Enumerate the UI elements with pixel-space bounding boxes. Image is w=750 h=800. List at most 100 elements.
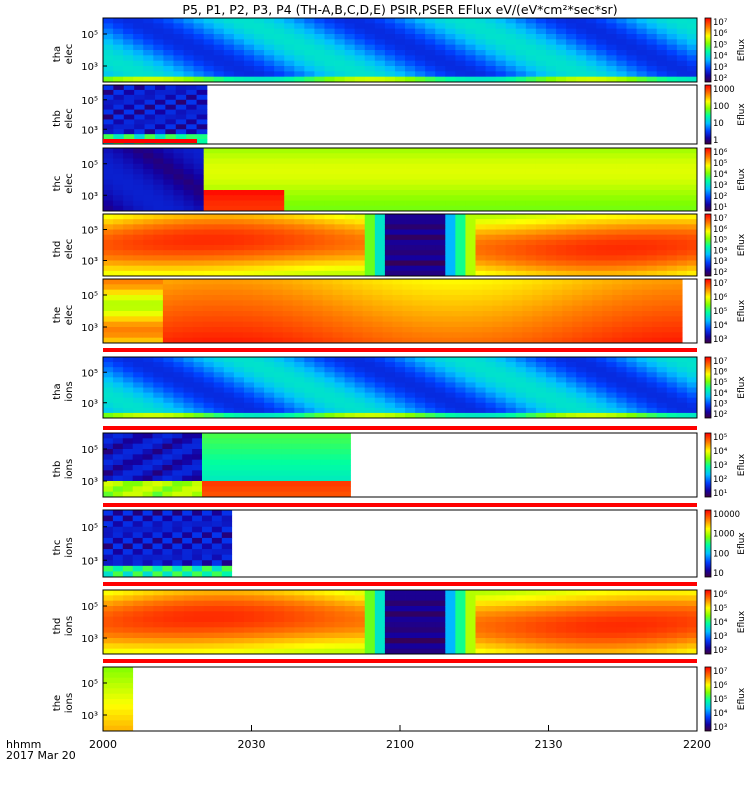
spectrogram-cell (586, 627, 597, 634)
spectrogram-cell (294, 214, 305, 220)
spectrogram-cell (666, 595, 678, 602)
spectrogram-cell (596, 362, 607, 368)
spectrogram-cell (392, 300, 403, 307)
spectrogram-cell (162, 526, 173, 533)
spectrogram-cell (374, 270, 386, 277)
spectrogram-cell (412, 295, 423, 301)
spectrogram-cell (193, 224, 205, 230)
spectrogram-cell (455, 23, 466, 30)
spectrogram-cell (442, 316, 453, 323)
spectrogram-cell (294, 643, 305, 650)
spectrogram-cell (103, 337, 114, 344)
spectrogram-cell (425, 76, 436, 83)
spectrogram-cell (264, 407, 275, 414)
spectrogram-cell (196, 129, 208, 135)
spectrogram-cell (384, 195, 396, 201)
spectrogram-cell (495, 169, 507, 175)
spectrogram-cell (123, 85, 135, 91)
y-tick-label: 10³ (81, 191, 98, 202)
spectrogram-cell (515, 412, 527, 419)
spectrogram-cell (676, 60, 688, 67)
spectrogram-cell (552, 300, 563, 307)
spectrogram-cell (354, 28, 366, 35)
spectrogram-cell (475, 357, 486, 363)
spectrogram-cell (103, 397, 114, 404)
spectrogram-cell (415, 148, 426, 154)
spectrogram-cell (405, 179, 416, 186)
spectrogram-cell (163, 600, 174, 607)
spectrogram-cell (445, 387, 456, 393)
spectrogram-cell (445, 55, 456, 62)
spectrogram-cell (213, 60, 225, 67)
spectrogram-cell (636, 60, 648, 67)
spectrogram-cell (113, 270, 124, 277)
spectrogram-cell (535, 239, 547, 246)
spectrogram-cell (676, 367, 688, 373)
spectrogram-cell (405, 372, 416, 378)
spectrogram-cell (193, 250, 205, 256)
spectrogram-cell (294, 190, 305, 196)
spectrogram-cell (662, 321, 673, 328)
spectrogram-cell (173, 195, 184, 201)
spectrogram-cell (465, 265, 476, 272)
spectrogram-cell (193, 397, 205, 404)
spectrogram-cell (117, 688, 126, 695)
spectrogram-cell (281, 481, 292, 487)
spectrogram-cell (183, 179, 195, 186)
spectrogram-cell (525, 239, 537, 246)
spectrogram-cell (402, 305, 413, 312)
spectrogram-cell (132, 300, 144, 307)
spectrogram-cell (163, 44, 174, 51)
spectrogram-cell (304, 224, 315, 230)
spectrogram-cell (233, 245, 245, 251)
spectrogram-cell (192, 305, 204, 312)
spectrogram-cell (291, 465, 302, 471)
spectrogram-cell (222, 327, 234, 333)
spectrogram-cell (646, 260, 658, 267)
spectrogram-cell (304, 270, 315, 277)
spectrogram-cell (636, 250, 648, 256)
spectrogram-cell (284, 245, 295, 251)
spectrogram-cell (203, 148, 215, 154)
spectrogram-cell (626, 260, 637, 267)
spectrogram-cell (475, 66, 486, 72)
spectrogram-cell (112, 526, 124, 533)
spectrogram-cell (143, 611, 154, 618)
spectrogram-cell (213, 367, 225, 373)
spectrogram-cell (676, 595, 688, 602)
spectrogram-cell (672, 289, 683, 296)
spectrogram-cell (364, 179, 376, 186)
spectrogram-cell (301, 449, 312, 455)
spectrogram-cell (312, 327, 324, 333)
spectrogram-cell (596, 34, 607, 40)
spectrogram-cell (304, 260, 315, 267)
spectrogram-cell (495, 28, 507, 35)
spectrogram-cell (676, 600, 688, 607)
spectrogram-cell (340, 486, 351, 493)
spectrogram-cell (304, 23, 315, 30)
spectrogram-cell (312, 295, 324, 301)
spectrogram-cell (445, 357, 456, 363)
spectrogram-cell (213, 219, 225, 225)
spectrogram-cell (183, 50, 195, 56)
spectrogram-cell (556, 245, 567, 251)
spectrogram-cell (445, 200, 456, 207)
spectrogram-cell (382, 316, 393, 323)
spectrogram-cell (425, 255, 436, 261)
spectrogram-cell (646, 195, 658, 201)
spectrogram-cell (525, 590, 537, 596)
spectrogram-cell (545, 245, 557, 251)
spectrogram-cell (475, 153, 486, 159)
spectrogram-cell (364, 23, 376, 30)
spectrogram-cell (586, 616, 597, 623)
spectrogram-cell (472, 316, 483, 323)
spectrogram-cell (586, 60, 597, 67)
spectrogram-cell (586, 219, 597, 225)
spectrogram-cell (304, 412, 315, 419)
spectrogram-cell (405, 392, 416, 399)
spectrogram-cell (163, 412, 174, 419)
spectrogram-cell (642, 321, 653, 328)
spectrogram-cell (432, 327, 443, 333)
spectrogram-cell (354, 357, 366, 363)
spectrogram-cell (271, 465, 282, 471)
